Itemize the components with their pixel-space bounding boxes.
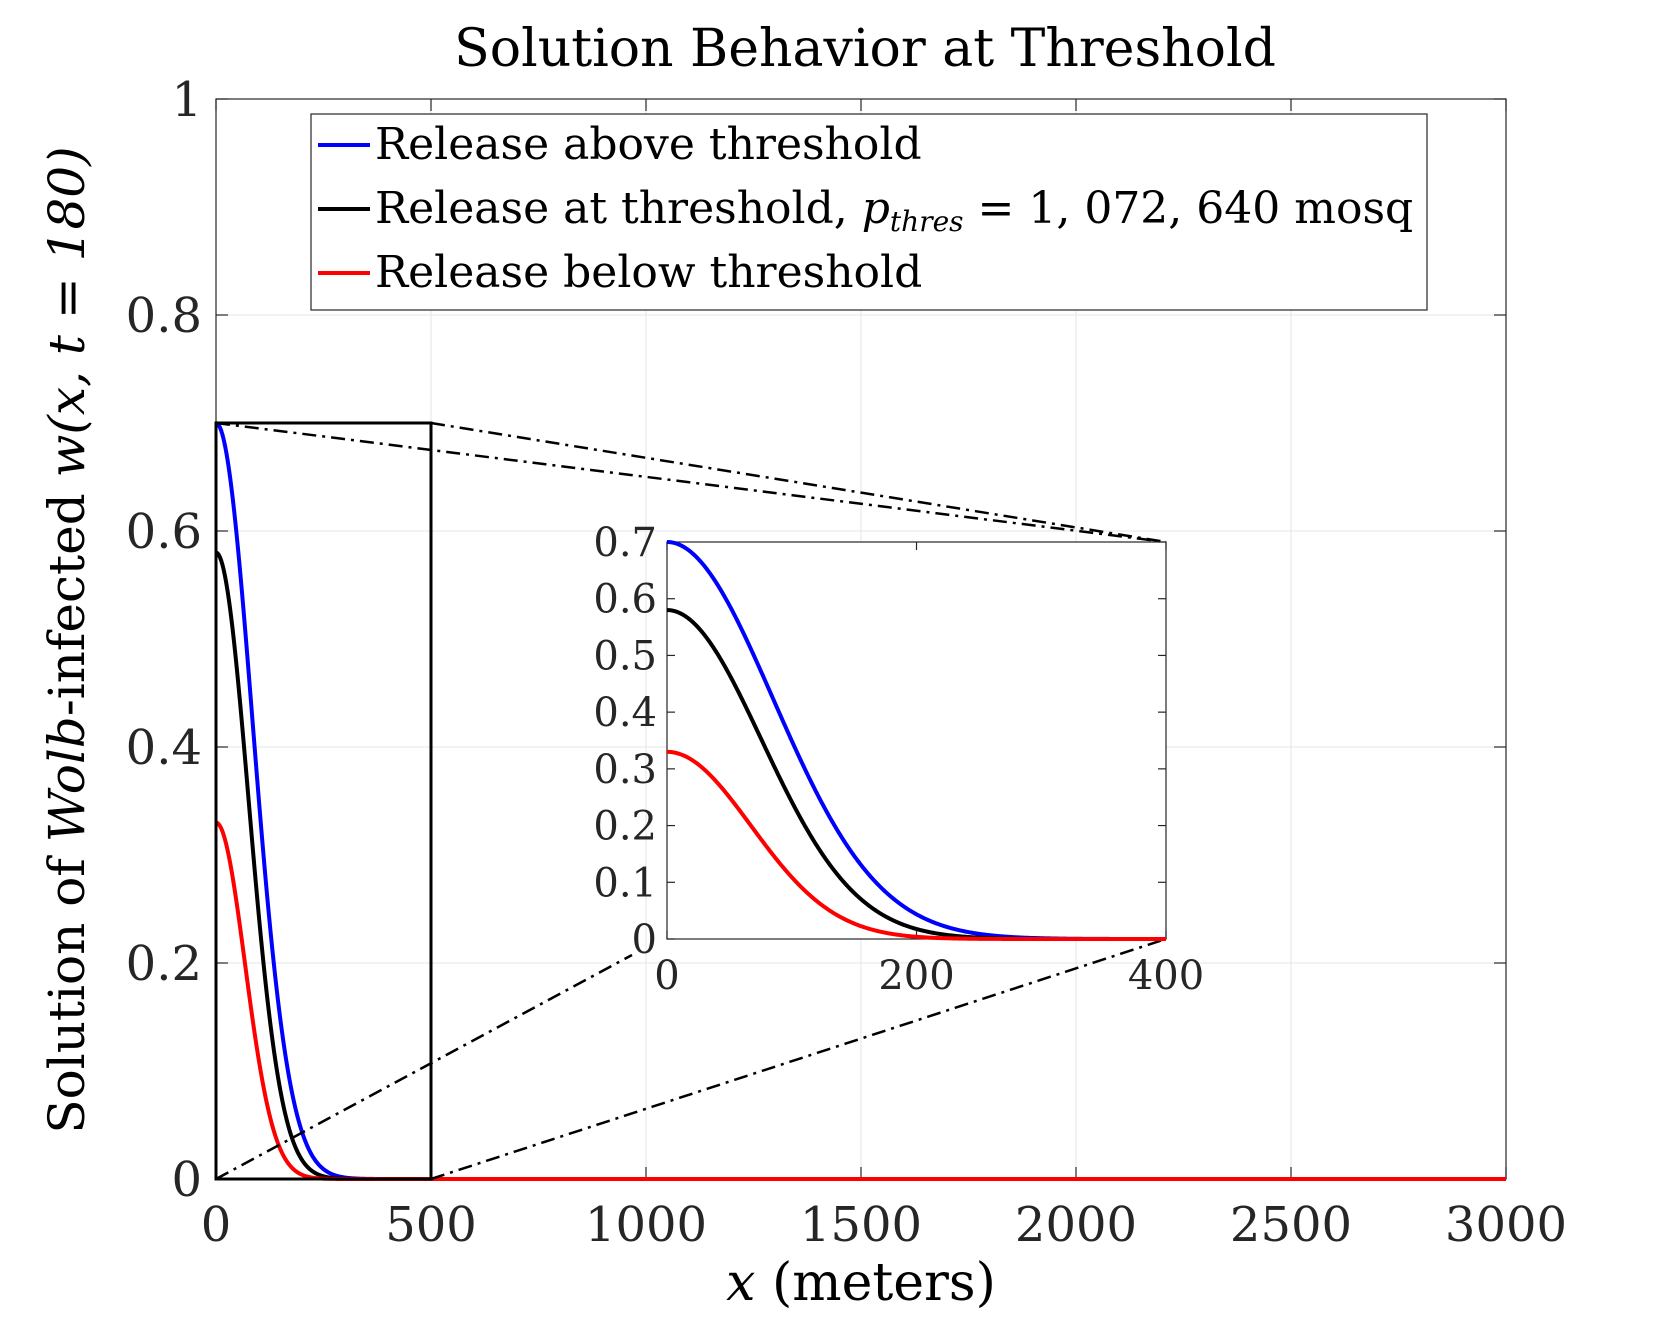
y-axis-label: Solution of Wolb-infected w(x, t = 180): [38, 146, 96, 1133]
zoom-connector: [215, 953, 633, 1181]
y-tick-label: 0.2: [126, 936, 202, 992]
legend-label-threshold: Release at threshold, pthres = 1, 072, 6…: [375, 183, 1413, 238]
inset-plot-area: [666, 541, 1167, 940]
legend-label-below: Release below threshold: [375, 247, 922, 298]
y-tick-label: 0: [171, 1152, 202, 1208]
inset-y-tick-label: 0.4: [593, 690, 657, 736]
inset-y-tick-label: 0: [632, 917, 657, 963]
inset-y-tick-label: 0.5: [593, 633, 657, 679]
y-tick-label: 0.4: [126, 720, 202, 776]
zoom-connector: [430, 421, 1167, 544]
y-tick-label: 1: [171, 72, 202, 128]
zoom-box: [214, 421, 433, 1181]
x-tick-label: 0: [201, 1197, 232, 1253]
inset-y-tick-label: 0.1: [593, 860, 657, 906]
x-tick-label: 3000: [1445, 1197, 1567, 1253]
inset-x-tick-labels: 0 200 400: [654, 953, 1204, 999]
inset-y-tick-label: 0.3: [593, 747, 657, 793]
inset-y-tick-label: 0.6: [593, 577, 657, 623]
y-tick-label: 0.6: [126, 504, 202, 560]
zoom-indicator: [214, 421, 1167, 1181]
zoom-connector: [430, 937, 1167, 1181]
x-axis-label-var: x: [726, 1253, 755, 1313]
y-axis-label-wolb: Wolb: [38, 716, 96, 842]
y-tick-labels: 0 0.2 0.4 0.6 0.8 1: [126, 72, 202, 1208]
inset-series-line: [666, 749, 1166, 941]
x-tick-label: 2500: [1230, 1197, 1352, 1253]
chart-title: Solution Behavior at Threshold: [454, 19, 1276, 79]
legend-threshold-value: = 1, 072, 640 mosq: [964, 183, 1414, 234]
inset-y-tick-labels: 0 0.1 0.2 0.3 0.4 0.5 0.6 0.7: [593, 520, 657, 963]
inset-x-tick-label: 0: [654, 953, 679, 999]
legend: Release above threshold Release at thres…: [310, 113, 1428, 311]
inset-x-tick-label: 200: [878, 953, 954, 999]
x-tick-label: 500: [385, 1197, 477, 1253]
y-axis-label-pre: Solution of: [38, 842, 96, 1133]
inset-x-tick-label: 400: [1128, 953, 1204, 999]
inset-chart: 0 200 400 0 0.1 0.2 0.3 0.4 0.5 0.6 0.7: [593, 520, 1204, 999]
inset-y-tick-label: 0.2: [593, 804, 657, 850]
x-tick-label: 1500: [800, 1197, 922, 1253]
y-axis-label-func: w(x, t = 180): [38, 146, 96, 477]
legend-threshold-sub: thres: [890, 205, 964, 238]
legend-threshold-var: p: [862, 183, 890, 234]
x-tick-label: 1000: [585, 1197, 707, 1253]
legend-label-above: Release above threshold: [375, 119, 922, 170]
x-axis-label: x (meters): [726, 1253, 996, 1313]
x-tick-label: 2000: [1015, 1197, 1137, 1253]
y-tick-label: 0.8: [126, 288, 202, 344]
x-axis-label-unit: (meters): [755, 1253, 995, 1313]
inset-y-tick-label: 0.7: [593, 520, 657, 566]
inset-series: [666, 540, 1166, 941]
y-axis-label-mid: -infected: [38, 477, 96, 716]
legend-threshold-prefix: Release at threshold,: [375, 183, 862, 234]
x-tick-labels: 0 500 1000 1500 2000 2500 3000: [201, 1197, 1567, 1253]
legend-box: [310, 113, 1428, 311]
